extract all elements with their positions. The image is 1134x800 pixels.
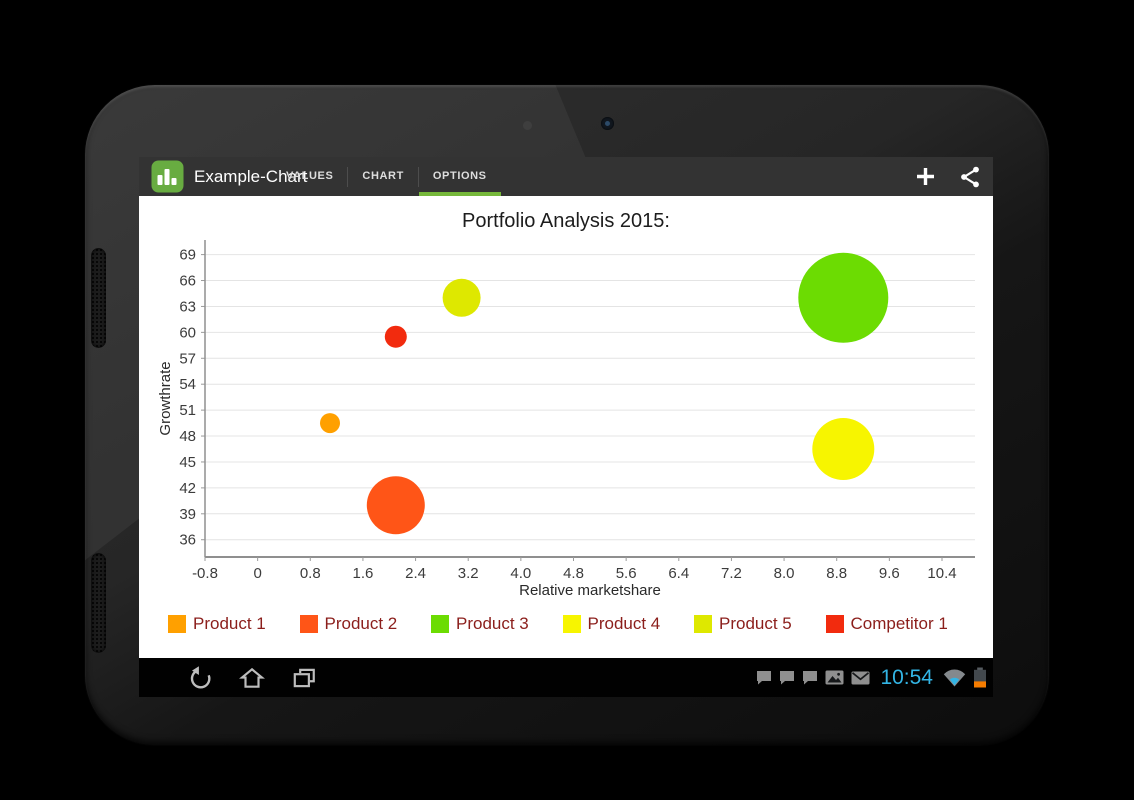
app-logo-icon[interactable] (151, 160, 184, 193)
x-tick-label: 6.4 (668, 565, 689, 582)
chat-notification-icon (756, 670, 772, 685)
x-tick-label: 5.6 (616, 565, 637, 582)
gallery-notification-icon (825, 670, 844, 685)
x-tick-label: 9.6 (879, 565, 900, 582)
tab-options[interactable]: OPTIONS (418, 157, 501, 196)
x-tick-label: 7.2 (721, 565, 742, 582)
x-tick-label: 2.4 (405, 565, 426, 582)
legend-label-competitor-1: Competitor 1 (850, 614, 948, 633)
chat-notification-icon (779, 670, 795, 685)
x-tick-label: 10.4 (927, 565, 956, 582)
add-button[interactable] (913, 164, 938, 189)
x-tick-label: -0.8 (192, 565, 218, 582)
home-button[interactable] (239, 665, 265, 691)
tab-values[interactable]: VALUES (286, 170, 334, 182)
chart-area: 69 66 63 60 57 54 51 48 45 42 39 36 -0.8 0 0.8 1.6 2.4 3.… (139, 196, 993, 658)
status-time: 10:54 (880, 665, 933, 689)
y-tick-label: 63 (179, 298, 196, 315)
y-tick-label: 42 (179, 480, 196, 497)
navigation-bar: 10:54 (139, 658, 993, 697)
back-icon (190, 665, 211, 688)
chart-legend: Product 1 Product 2 Product 3 Product 4 Prod… (168, 611, 948, 637)
recent-apps-button[interactable] (291, 665, 317, 691)
legend-item-product-4: Product 4 (562, 614, 695, 634)
light-sensor (523, 121, 532, 130)
legend-swatch-product-5 (694, 615, 712, 633)
chat-notification-icon (802, 670, 818, 685)
legend-label-product-5: Product 5 (719, 614, 792, 633)
x-tick-label: 4.0 (510, 565, 531, 582)
recents-icon (293, 668, 315, 687)
legend-item-product-1: Product 1 (168, 614, 300, 634)
x-tick-label: 3.2 (458, 565, 479, 582)
y-tick-label: 48 (179, 428, 196, 445)
app-bar-actions (913, 157, 982, 196)
legend-item-product-3: Product 3 (431, 614, 563, 634)
speaker-grille (91, 248, 106, 348)
legend-swatch-competitor-1 (825, 615, 844, 633)
share-icon (960, 166, 979, 187)
x-tick-label: 8.8 (826, 565, 847, 582)
battery-icon (973, 667, 987, 688)
tab-bar: VALUES CHART OPTIONS (272, 157, 501, 196)
front-camera-icon (601, 117, 614, 130)
x-axis-label: Relative marketshare (519, 582, 661, 599)
legend-swatch-product-3 (431, 615, 449, 633)
x-tick-label: 8.0 (774, 565, 795, 582)
x-tick-label: 0.8 (300, 565, 321, 582)
y-tick-label: 39 (179, 506, 196, 523)
bubble-chart: 69 66 63 60 57 54 51 48 45 42 39 36 -0.8 0 0.8 1.6 2.4 3.… (157, 240, 975, 599)
speaker-grille (91, 553, 106, 653)
active-tab-underline (418, 192, 501, 196)
y-tick-label: 66 (179, 273, 196, 290)
x-tick-label: 1.6 (352, 565, 373, 582)
y-tick-label: 51 (179, 402, 196, 419)
legend-swatch-product-4 (562, 615, 581, 633)
tablet-device: Example-Chart VALUES CHART OPTIONS (85, 85, 1049, 745)
bubble-product-3[interactable] (798, 252, 889, 343)
tab-chart[interactable]: CHART (362, 170, 404, 182)
legend-item-product-5: Product 5 (694, 614, 826, 634)
legend-swatch-product-1 (168, 615, 186, 633)
home-icon (239, 667, 265, 688)
x-tick-label: 4.8 (563, 565, 584, 582)
share-button[interactable] (957, 164, 982, 189)
tab-separator (347, 166, 349, 187)
app-title: Example-Chart (194, 167, 308, 186)
tab-separator (417, 166, 419, 187)
y-tick-label: 69 (179, 247, 196, 264)
bubble-competitor-1[interactable] (384, 325, 407, 348)
bubble-product-1[interactable] (320, 413, 340, 434)
y-tick-label: 54 (179, 376, 196, 393)
nav-buttons (187, 658, 317, 697)
app-bar: Example-Chart VALUES CHART OPTIONS (139, 157, 993, 196)
legend-item-product-2: Product 2 (299, 614, 432, 634)
plus-icon (917, 168, 934, 185)
bubble-product-5[interactable] (442, 278, 481, 317)
legend-label-product-1: Product 1 (193, 614, 266, 633)
y-tick-label: 60 (179, 324, 196, 341)
y-tick-label: 57 (179, 350, 196, 367)
tab-options-label: OPTIONS (432, 170, 487, 182)
email-notification-icon (851, 671, 870, 685)
legend-label-product-3: Product 3 (456, 614, 529, 633)
bubble-product-2[interactable] (366, 476, 425, 535)
screen: Example-Chart VALUES CHART OPTIONS (139, 157, 993, 697)
legend-item-competitor-1: Competitor 1 (825, 614, 948, 634)
legend-swatch-product-2 (299, 615, 318, 633)
x-tick-label: 0 (253, 565, 261, 582)
status-cluster[interactable]: 10:54 (756, 658, 987, 697)
bubble-product-4[interactable] (812, 418, 875, 480)
legend-label-product-2: Product 2 (324, 614, 398, 633)
legend-label-product-4: Product 4 (587, 614, 661, 633)
chart-title: Portfolio Analysis 2015: (462, 210, 670, 232)
wifi-icon (943, 668, 966, 687)
y-tick-label: 45 (179, 454, 196, 471)
back-button[interactable] (187, 665, 213, 691)
y-tick-label: 36 (179, 532, 196, 549)
y-axis-label: Growthrate (157, 361, 174, 435)
